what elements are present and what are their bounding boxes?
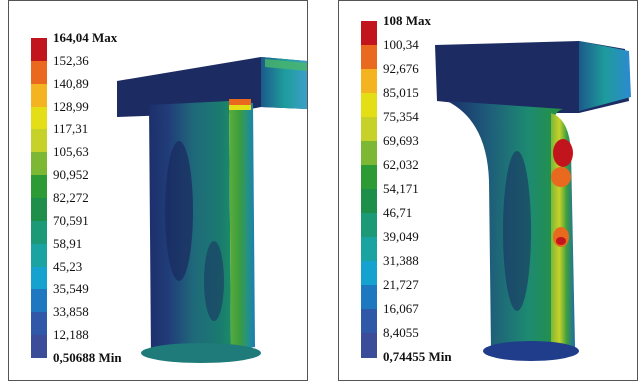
left-flange-top: [117, 57, 307, 117]
left-legend-label: 105,63: [53, 144, 89, 160]
left-legend-label: 117,31: [53, 121, 89, 137]
left-legend-label: 0,50688 Min: [53, 350, 122, 365]
left-legend-label: 35,549: [53, 281, 89, 297]
right-legend-swatch: [361, 93, 377, 118]
right-legend-label: 16,067: [383, 301, 419, 316]
left-legend-swatch: [31, 175, 47, 199]
right-legend-label: 100,34: [383, 37, 419, 52]
left-legend-label: 58,91: [53, 235, 83, 251]
left-fem-model: [117, 57, 307, 363]
right-flange-rim: [579, 41, 631, 111]
right-legend-label: 46,71: [383, 205, 413, 220]
right-legend-swatch: [361, 285, 377, 310]
left-legend-label: 70,591: [53, 212, 89, 228]
left-legend-swatch: [31, 129, 47, 153]
left-legend-swatch: [31, 106, 47, 130]
right-legend-label: 75,354: [383, 109, 419, 124]
right-legend-swatch: [361, 45, 377, 70]
left-legend-swatch: [31, 198, 47, 222]
right-legend-label: 108 Max: [383, 13, 432, 28]
left-legend-swatch: [31, 60, 47, 85]
right-legend-label: 69,693: [383, 133, 419, 148]
right-fem-model: [435, 41, 631, 361]
left-legend-label: 12,188: [53, 327, 89, 343]
right-legend-swatch: [361, 237, 377, 262]
right-legend-swatch: [361, 21, 377, 46]
left-legend-label: 82,272: [53, 190, 89, 205]
left-legend-swatch: [31, 266, 47, 290]
left-legend-swatch: [31, 83, 47, 108]
right-legend-label: 92,676: [383, 61, 419, 76]
right-legend-swatch: [361, 309, 377, 334]
right-legend-swatch: [361, 117, 377, 142]
right-legend-swatch: [361, 261, 377, 286]
right-legend-swatch: [361, 333, 377, 358]
right-legend-label: 31,388: [383, 253, 419, 268]
right-legend-swatch: [361, 69, 377, 94]
left-legend-swatch: [31, 312, 47, 336]
right-legend-label: 8,4055: [383, 325, 419, 340]
right-legend-swatch: [361, 189, 377, 214]
left-legend-label: 90,952: [53, 167, 89, 183]
left-legend-label: 33,858: [53, 304, 89, 320]
left-legend-swatch: [31, 220, 47, 245]
right-legend-swatch: [361, 165, 377, 190]
left-stress-plot: 164,04 Max 152,36 140,89 128,99 117,31 105,63…: [8, 0, 308, 381]
left-flange-rim: [261, 57, 307, 109]
left-legend-swatch: [31, 38, 47, 62]
right-legend-label: 62,032: [383, 157, 419, 172]
right-legend-label: 39,049: [383, 229, 419, 244]
left-stem-side: [229, 101, 255, 351]
right-bottom-disc: [483, 341, 579, 361]
right-legend-label: 54,171: [383, 181, 419, 196]
right-legend-swatch: [361, 141, 377, 166]
right-stress-plot: 108 Max 100,34 92,676 85,015 75,354 69,693 62,…: [338, 0, 638, 381]
right-legend-label: 21,727: [383, 277, 419, 292]
left-legend-swatch: [31, 243, 47, 268]
left-legend-bar: [31, 38, 47, 359]
right-legend-swatch: [361, 213, 377, 238]
left-legend-label: 45,23: [53, 258, 83, 274]
left-legend-label: 128,99: [53, 98, 89, 114]
right-legend-label: 0,74455 Min: [383, 349, 452, 364]
left-legend-swatch: [31, 335, 47, 359]
right-legend-bar: [361, 21, 377, 358]
left-bottom-disc: [141, 343, 261, 363]
left-legend-label: 140,89: [53, 75, 89, 91]
left-legend-label: 152,36: [53, 52, 89, 68]
left-legend-swatch: [31, 152, 47, 176]
right-legend-label: 85,015: [383, 85, 419, 100]
left-legend-label: 164,04 Max: [53, 30, 118, 45]
left-legend-swatch: [31, 289, 47, 313]
